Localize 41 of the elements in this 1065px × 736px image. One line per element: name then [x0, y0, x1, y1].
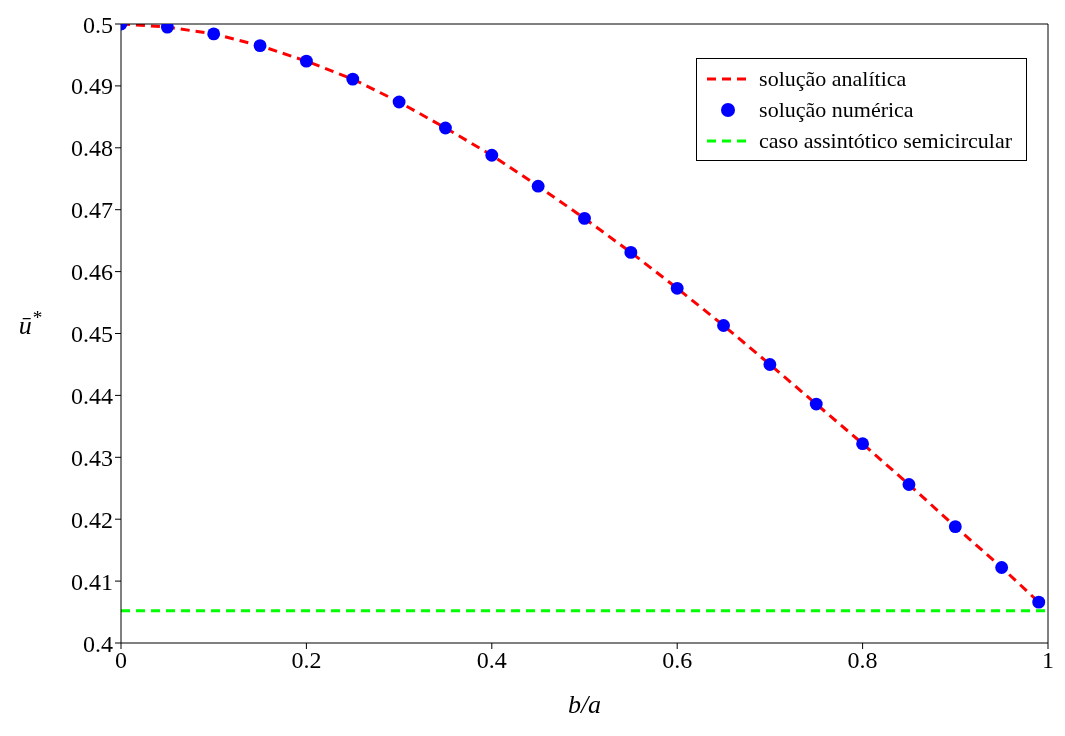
x-tick-label: 0.2 — [291, 647, 322, 674]
legend-label: caso assintótico semicircular — [759, 127, 1012, 154]
point — [531, 179, 545, 193]
y-tick-label: 0.5 — [83, 11, 113, 38]
y-tick-label: 0.45 — [71, 321, 113, 348]
point — [670, 281, 684, 295]
legend-label: solução numérica — [759, 96, 914, 123]
point — [763, 358, 777, 371]
x-tick-label: 0.4 — [476, 647, 507, 674]
point — [392, 95, 406, 109]
y-tick-label: 0.48 — [71, 135, 113, 162]
point — [299, 54, 313, 68]
point — [439, 121, 452, 135]
y-tick-label: 0.46 — [71, 259, 113, 286]
point — [346, 72, 360, 86]
point — [207, 27, 221, 41]
point — [578, 211, 591, 225]
y-tick-label: 0.41 — [71, 568, 113, 595]
y-tick-label: 0.44 — [71, 382, 113, 409]
y-axis-title: ū$^{*}$ — [18, 306, 42, 340]
x-tick-label: 1 — [1042, 647, 1054, 674]
y-tick-label: 0.4 — [83, 630, 113, 657]
point — [485, 148, 499, 162]
point — [717, 319, 730, 332]
y-tick-label: 0.47 — [71, 197, 113, 224]
y-tick-label: 0.49 — [71, 73, 113, 100]
point — [902, 478, 916, 491]
point — [1032, 595, 1046, 609]
point — [253, 39, 267, 53]
x-tick-label: 0.6 — [662, 647, 693, 674]
point — [624, 245, 638, 259]
y-tick-label: 0.42 — [71, 506, 113, 533]
x-axis-title: b/a — [567, 690, 602, 719]
point — [856, 437, 870, 451]
point — [809, 397, 823, 411]
x-tick-label: 0.8 — [847, 647, 878, 674]
legend-label: solução analítica — [759, 65, 907, 92]
point — [948, 520, 962, 534]
y-tick-label: 0.43 — [71, 444, 113, 471]
point — [995, 561, 1009, 574]
x-tick-label: 0 — [115, 647, 127, 674]
